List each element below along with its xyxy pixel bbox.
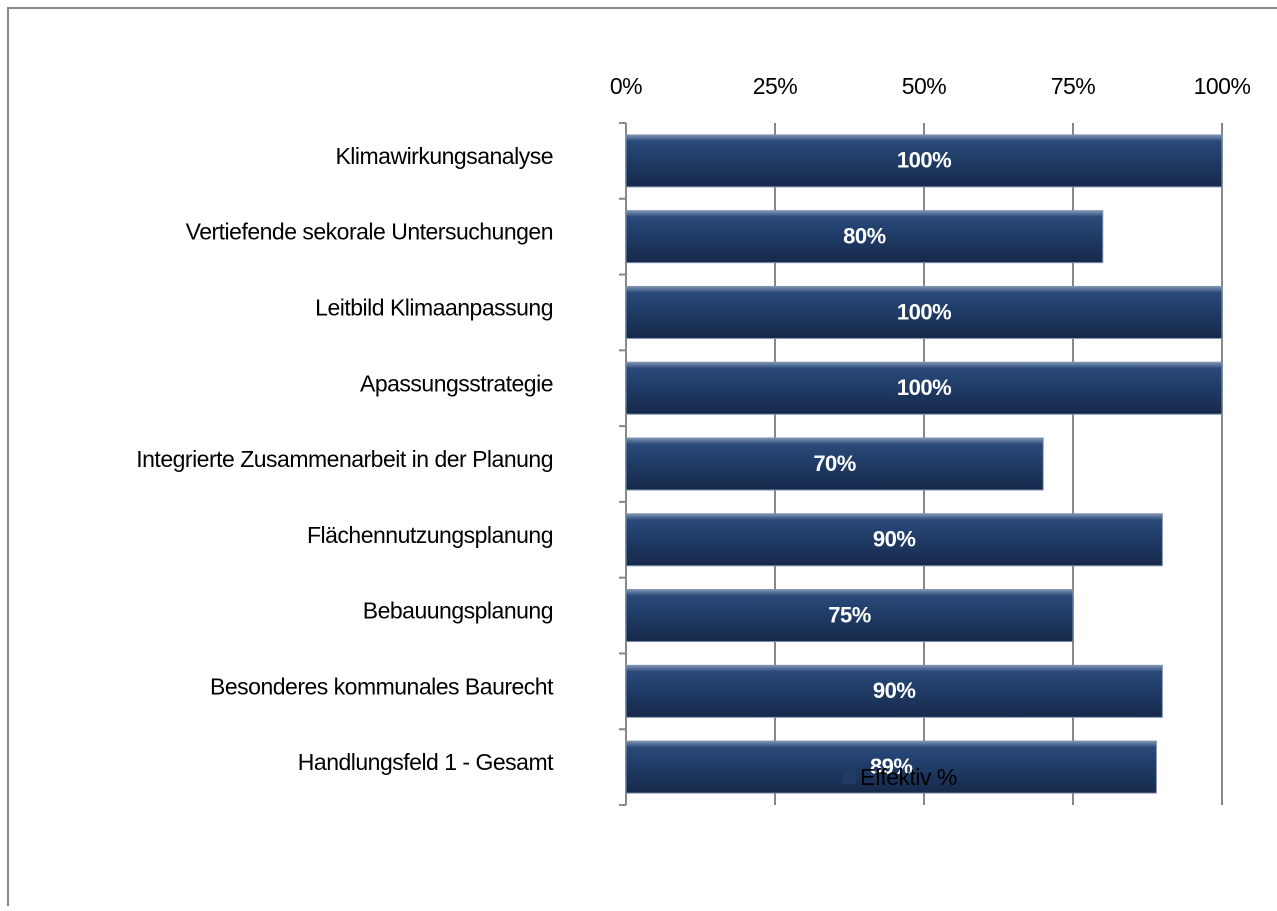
y-tick-label: Vertiefende sekorale Untersuchungen bbox=[186, 219, 553, 245]
bar bbox=[625, 664, 1163, 718]
y-tick-label: Flächennutzungsplanung bbox=[307, 522, 553, 548]
bar bbox=[625, 134, 1223, 188]
bar bbox=[625, 361, 1223, 415]
y-tick-label: Klimawirkungsanalyse bbox=[335, 143, 553, 169]
x-tick-label: 0% bbox=[610, 73, 642, 99]
y-tick-label: Besonderes kommunales Baurecht bbox=[210, 673, 554, 699]
bar-label: 75% bbox=[828, 602, 871, 627]
bar-label: 100% bbox=[897, 299, 951, 324]
x-tick-label: 100% bbox=[1194, 73, 1251, 99]
x-tick-label: 50% bbox=[902, 73, 947, 99]
bar bbox=[625, 210, 1104, 264]
bar bbox=[625, 285, 1223, 339]
bar-label: 90% bbox=[873, 527, 916, 552]
bar-label: 100% bbox=[897, 148, 951, 173]
y-tick-label: Leitbild Klimaanpassung bbox=[315, 295, 553, 321]
x-tick-label: 75% bbox=[1051, 73, 1096, 99]
bar bbox=[625, 513, 1163, 567]
y-tick-label: Integrierte Zusammenarbeit in der Planun… bbox=[136, 446, 553, 472]
chart-frame bbox=[7, 7, 1277, 911]
bar bbox=[625, 437, 1044, 491]
y-tick-label: Apassungsstrategie bbox=[360, 370, 553, 396]
legend-swatch bbox=[843, 771, 856, 784]
bar-label: 90% bbox=[873, 678, 916, 703]
bar-label: 80% bbox=[843, 223, 886, 248]
legend-label: Effektiv % bbox=[860, 764, 957, 790]
x-tick-label: 25% bbox=[753, 73, 798, 99]
bar-label: 89% bbox=[870, 754, 913, 779]
bar-label: 100% bbox=[897, 375, 951, 400]
bar-label: 70% bbox=[813, 451, 856, 476]
bar bbox=[625, 740, 1157, 794]
bar bbox=[625, 589, 1074, 643]
y-tick-label: Handlungsfeld 1 - Gesamt bbox=[298, 749, 554, 775]
y-tick-label: Bebauungsplanung bbox=[363, 598, 553, 624]
